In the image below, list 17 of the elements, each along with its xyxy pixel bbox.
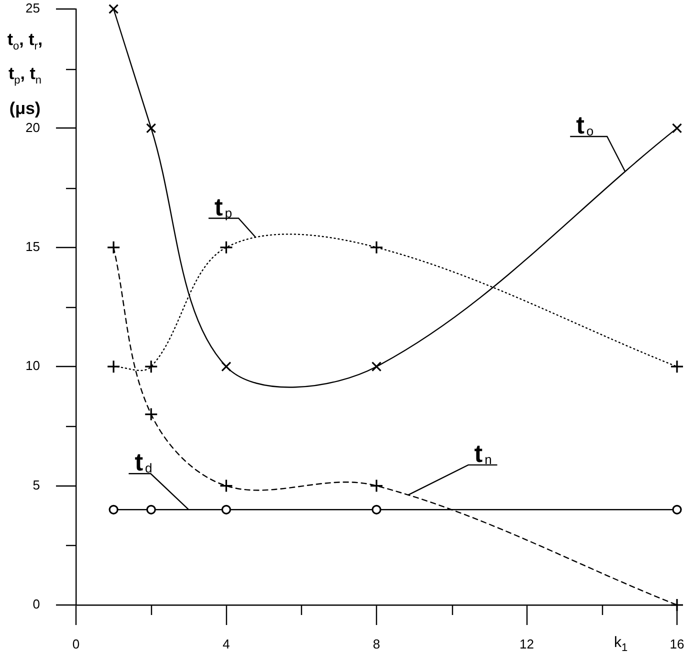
x-tick-label: 16 [670,636,684,652]
y-tick-label: 10 [26,358,40,374]
x-tick-label: 12 [520,636,534,652]
series-label: td [134,448,152,477]
series-label: to [576,112,594,140]
y-tick-label: 20 [26,120,40,135]
text: t$_{o}$, t$_{r}$, t$_{p}$, t$_{n}$ (μs) [7,30,43,118]
y-tick-label: 15 [26,238,40,254]
x-tick-label: 4 [222,636,230,652]
series-label: tp [214,193,232,222]
x-tick-label: 8 [372,636,380,652]
y-tick-label: 25 [26,0,40,16]
series-label: tn [474,440,492,468]
x-tick-label: 0 [72,636,80,652]
y-tick-label: 0 [32,596,40,612]
y-tick-label: 5 [32,477,40,492]
x-axis-title: k$_{1}$ [614,634,628,654]
